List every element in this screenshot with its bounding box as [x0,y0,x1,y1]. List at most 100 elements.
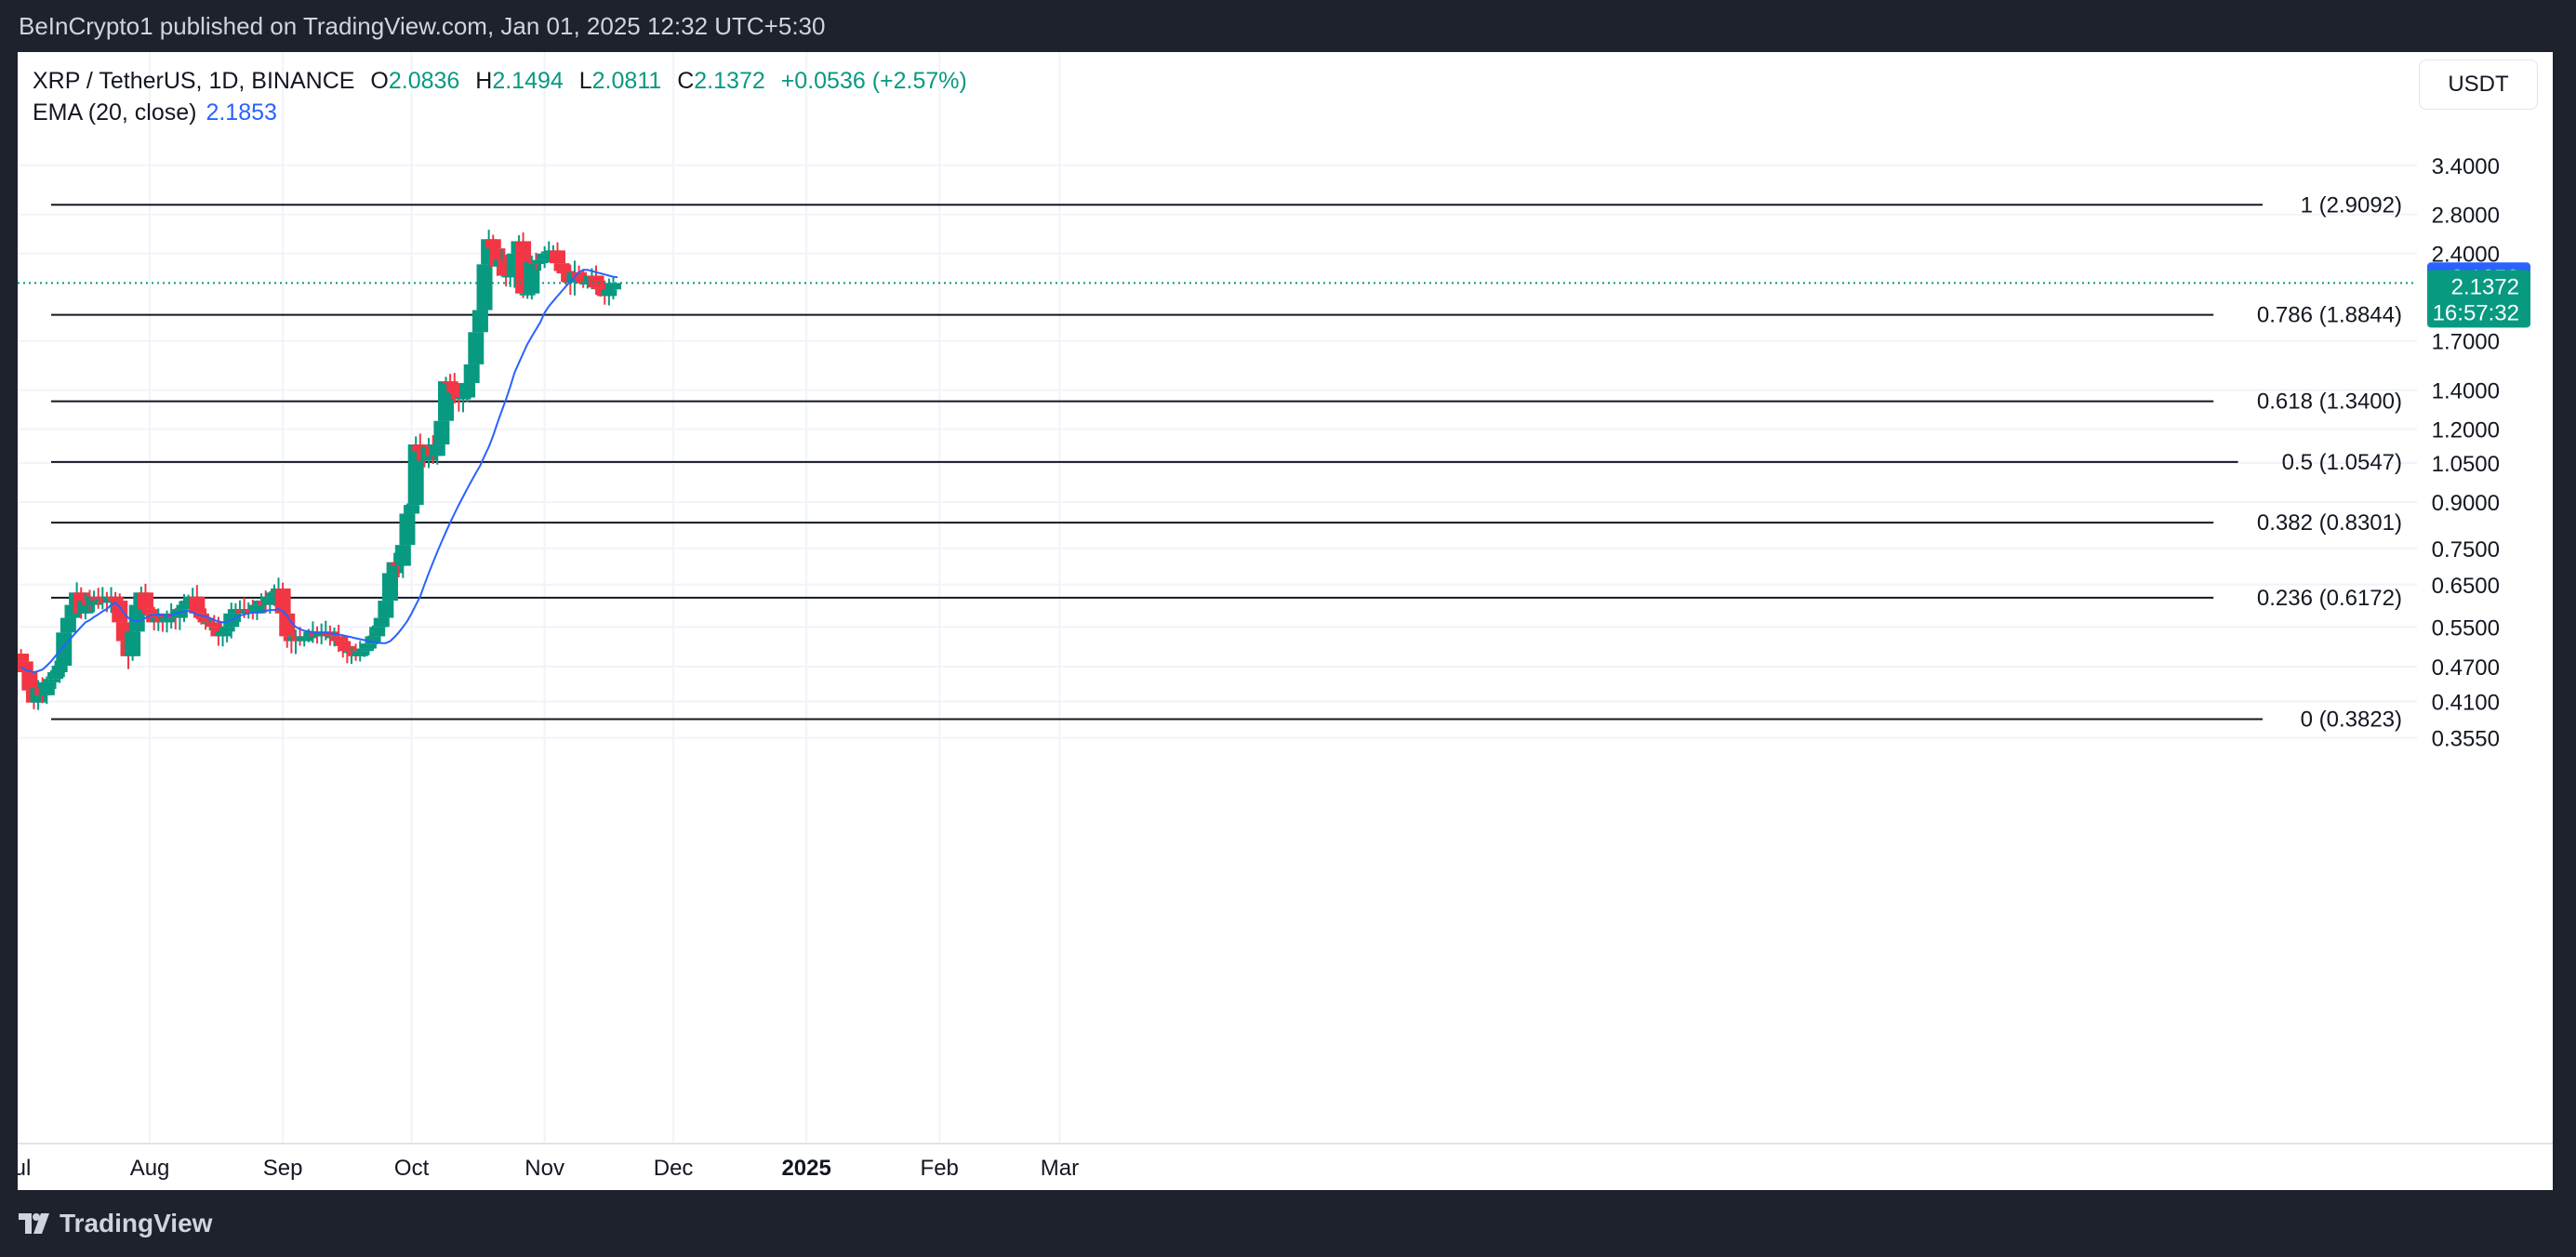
price-tick-label: 1.2000 [2432,418,2500,443]
candle-body [339,645,355,652]
candle-body [463,364,480,383]
tradingview-logo[interactable]: TradingView [19,1209,212,1238]
candle-body [21,672,38,691]
candle-body [365,636,381,644]
fib-label-0: 0 (0.3823) [2301,707,2402,732]
candle-body [575,279,591,283]
candle-body [227,609,244,614]
candle-body [300,636,317,639]
candle-body [56,632,73,666]
fib-label-0-786: 0.786 (1.8844) [2257,303,2402,328]
close-label: C [677,68,695,94]
candle-body [266,592,283,597]
candle-body [592,287,609,290]
price-tick-label: 0.4700 [2432,655,2500,681]
candle-body [107,596,124,602]
candle-body [47,672,64,680]
ohlc-row: XRP / TetherUS, 1D, BINANCE O2.0836 H2.1… [33,65,967,97]
candle-body [429,444,445,456]
currency-button[interactable]: USDT [2419,60,2538,110]
candle-body [313,631,330,637]
candle-body [137,592,153,610]
candle-body [335,641,352,646]
price-tick-label: 1.7000 [2432,330,2500,355]
fib-label-0-5: 0.5 (1.0547) [2282,450,2402,475]
time-tick-label: Aug [130,1156,170,1181]
candle-body [360,643,377,649]
candle-body [189,596,206,614]
candle-body [60,617,76,633]
candle-countdown-label: 16:57:32 [2433,300,2519,325]
price-tick-label: 3.4000 [2432,154,2500,179]
time-tick-label: Mar [1041,1156,1079,1181]
candle-body [43,679,60,682]
close-value: 2.1372 [694,68,765,94]
candle-body [404,505,420,514]
ema-value: 2.1853 [206,99,277,126]
candle-body [604,283,621,290]
candle-body [180,601,197,605]
open-value: 2.0836 [388,68,460,94]
candle-body [549,250,565,264]
price-tick-label: 1.0500 [2432,452,2500,477]
candle-body [399,513,416,546]
time-tick-label: Oct [394,1156,430,1181]
candle-body [519,293,536,296]
candle-body [356,648,373,652]
candle-body [51,665,68,673]
price-tick-label: 0.5500 [2432,615,2500,641]
high-value: 2.1494 [492,68,564,94]
time-tick-label: Sep [263,1156,303,1181]
candle-body [86,596,102,605]
symbol-label[interactable]: XRP / TetherUS, 1D, BINANCE [33,68,355,94]
time-tick-label: Dec [654,1156,694,1181]
tradingview-logo-icon [19,1213,49,1234]
candle-body [206,622,222,628]
candle-body [588,275,604,288]
candle-body [446,382,463,392]
candle-body [330,636,347,642]
price-chart[interactable]: 1 (2.9092) 0.786 (1.8844) 0.618 (1.3400) 0.… [18,52,2553,1190]
candle-body [369,627,386,637]
candle-body [219,627,235,632]
price-tick-label: 2.8000 [2432,204,2500,229]
time-tick-label: 2025 [781,1156,830,1181]
open-label: O [370,68,389,94]
price-tick-label: 0.3550 [2432,727,2500,752]
candle-body [176,604,193,610]
candle-body [558,271,575,273]
candle-body [18,654,30,662]
candle-body [18,661,33,673]
price-tick-label: 0.7500 [2432,537,2500,562]
low-value: 2.0811 [591,68,662,94]
symbol-legend: XRP / TetherUS, 1D, BINANCE O2.0836 H2.1… [33,65,967,128]
time-tick-label: Feb [921,1156,959,1181]
candle-body [352,651,368,656]
candle-body [540,251,557,254]
candle-body [553,263,570,271]
candle-body [261,596,278,605]
candle-body [455,397,471,400]
chart-panel[interactable]: XRP / TetherUS, 1D, BINANCE O2.0836 H2.1… [18,52,2553,1190]
candle-body [468,332,485,364]
change-value: +0.0536 (+2.57%) [780,68,967,94]
fib-label-0-236: 0.236 (0.6172) [2257,586,2402,611]
candle-body [215,631,232,637]
candle-body [128,604,145,632]
candle-body [502,275,519,278]
candle-body [601,289,617,297]
candle-body [524,261,540,294]
publisher-header: BeInCrypto1 published on TradingView.com… [0,0,2576,52]
candle-body [532,259,549,264]
candle-body [386,562,403,574]
fib-label-1: 1 (2.9092) [2301,192,2402,218]
tradingview-brand: TradingView [60,1209,213,1237]
time-tick-label: Nov [524,1156,564,1181]
candle-body [433,420,450,445]
price-tick-label: 1.4000 [2432,379,2500,404]
candle-body [382,573,399,602]
price-tick-label: 0.6500 [2432,574,2500,599]
candle-body [378,601,394,618]
ema-label[interactable]: EMA (20, close) [33,99,197,126]
fib-label-0-382: 0.382 (0.8301) [2257,510,2402,536]
